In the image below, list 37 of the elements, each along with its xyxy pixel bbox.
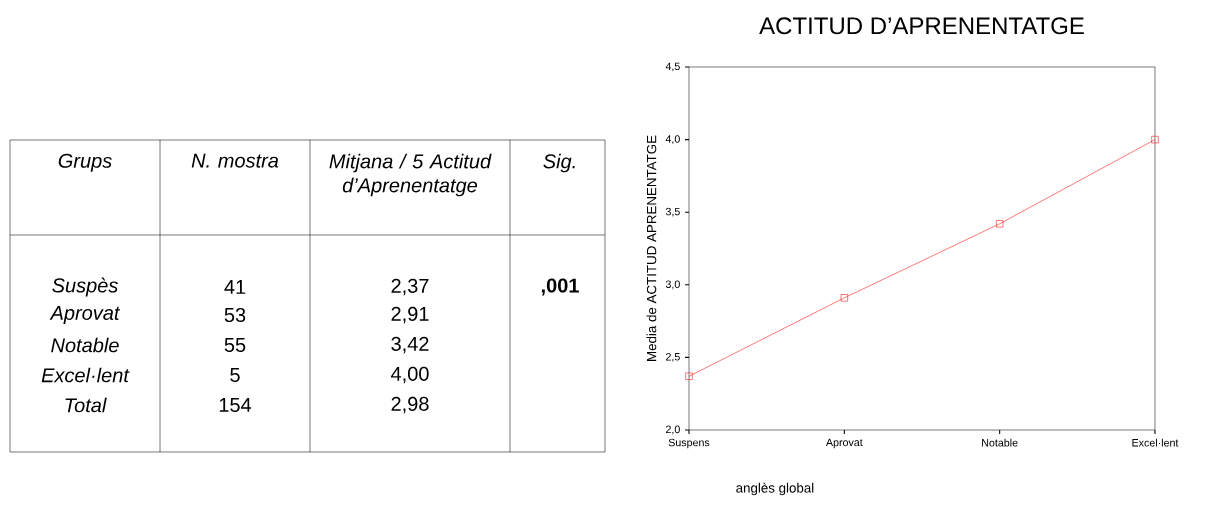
text: 3,42: [391, 336, 429, 354]
text: Excel·lent: [41, 367, 130, 383]
x-tick-label: Excel·lent: [1132, 438, 1179, 447]
text: Total: [65, 397, 107, 413]
x-tick-label: Notable: [982, 438, 1018, 447]
x-tick-label: Suspens: [668, 438, 710, 449]
text: 5: [230, 368, 240, 382]
text: Grups: [58, 153, 112, 172]
text: 4,00: [391, 366, 429, 384]
chart-title: ACTITUD D’APRENENTATGE: [759, 17, 1084, 35]
y-tick-label: 2,5: [666, 352, 680, 362]
point: [840, 294, 848, 302]
y-axis-title: Media de ACTITUD APRENENTATGE: [646, 135, 657, 361]
text: 55: [224, 338, 246, 352]
point: [1151, 135, 1159, 144]
text: 2,37: [391, 278, 429, 296]
y-tick-label: 4,0: [665, 135, 680, 144]
text: 53: [224, 307, 246, 323]
x-tick-label: Aprovat: [825, 438, 863, 449]
x-axis-title: anglès global: [736, 482, 814, 496]
y-tick-label: 2,0: [666, 425, 680, 435]
text: 2,98: [391, 396, 429, 414]
y-tick-label: 3,5: [665, 207, 680, 217]
text: Aprovat: [49, 306, 121, 324]
text: 2,91: [391, 306, 429, 324]
text: 154: [219, 398, 252, 412]
text: Suspès: [52, 277, 118, 297]
text: N. mostra: [191, 153, 279, 168]
point: [996, 220, 1004, 228]
text: Sig.: [543, 153, 575, 173]
text: ,001: [541, 278, 579, 296]
point: [685, 372, 693, 380]
text: 41: [224, 280, 246, 294]
text: Notable: [51, 337, 119, 353]
y-tick-label: 4,5: [665, 62, 680, 72]
text: Mitjana / 5 Actitud d’Aprenentatge: [329, 153, 492, 197]
y-tick-label: 3,0: [665, 280, 680, 290]
